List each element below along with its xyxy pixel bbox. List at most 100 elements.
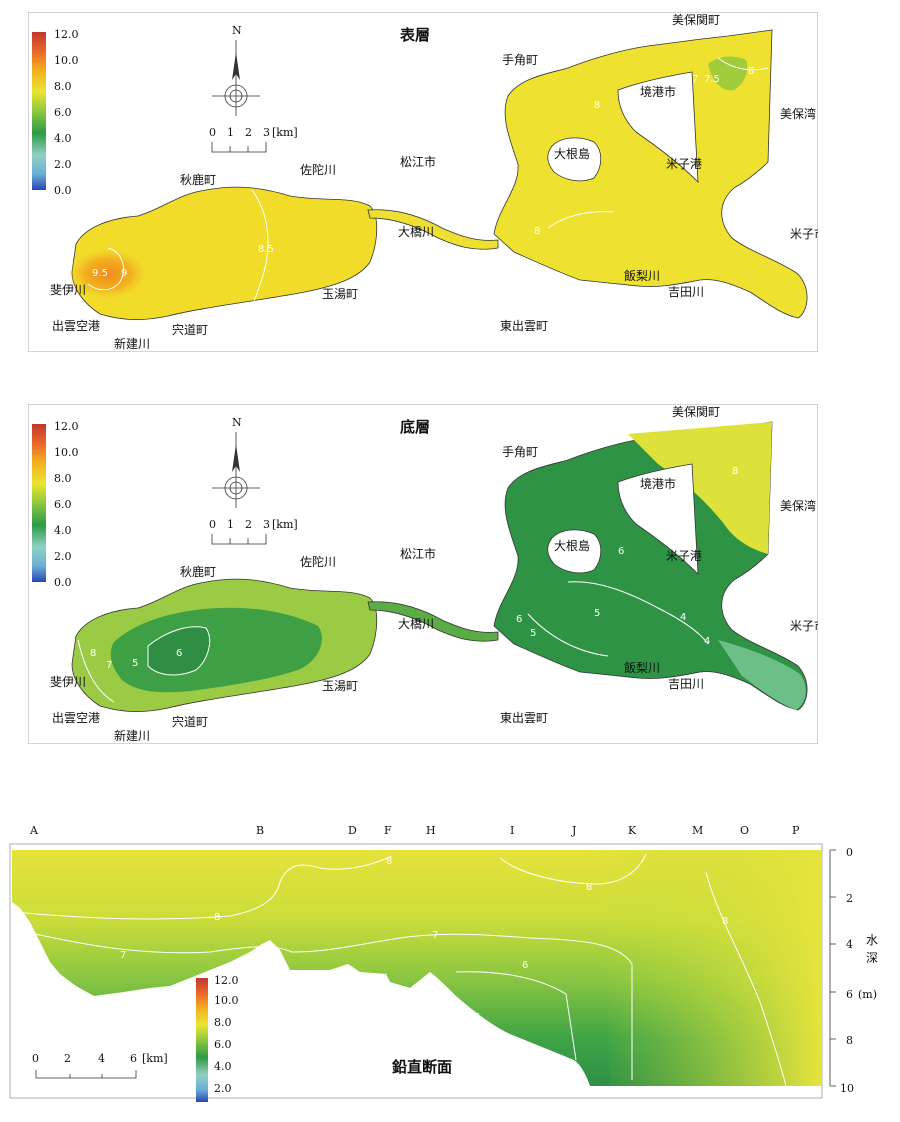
north-arrow-icon: N (212, 24, 260, 116)
contour-label: 7 (120, 950, 126, 961)
contour-label: 5 (132, 658, 138, 669)
map-title: 表層 (400, 26, 430, 44)
contour-line (705, 871, 787, 1087)
surface-map-panel: 12.0 10.0 8.0 6.0 4.0 2.0 0.0 N 0 1 2 3 … (27, 11, 826, 353)
contour-label: 8 (90, 648, 96, 659)
depth-tick: 4 (846, 938, 853, 951)
sea-area (628, 422, 772, 554)
depth-tick: 2 (846, 892, 853, 905)
vertical-section: A B D F H I J K M O P 8 8 8 7 7 6 5 8 0 … (9, 824, 878, 1102)
contour-label: 4 (704, 636, 710, 647)
svg-text:0: 0 (209, 518, 216, 531)
legend-tick: 10.0 (54, 54, 79, 67)
place-label: 東出雲町 (500, 711, 548, 725)
svg-text:N: N (232, 24, 242, 37)
contour-label: 8 (534, 226, 540, 237)
contour-label: 9 (121, 268, 127, 279)
place-label: 東出雲町 (500, 319, 548, 333)
place-label: 大根島 (554, 146, 590, 161)
legend-tick: 6.0 (54, 498, 72, 511)
legend-tick: 10.0 (54, 446, 79, 459)
place-label: 飯梨川 (624, 268, 660, 283)
cool-area (708, 56, 748, 91)
station-label: P (792, 824, 800, 837)
legend-tick: 6.0 (214, 1038, 232, 1051)
place-label: 斐伊川 (50, 675, 86, 689)
place-label: 佐陀川 (300, 554, 336, 569)
svg-text:1: 1 (227, 126, 234, 139)
place-label: 美保関町 (672, 405, 720, 419)
contour-label: 4 (680, 612, 686, 623)
sea-gradient (600, 850, 822, 1086)
station-label: K (628, 824, 637, 837)
legend-tick: 12.0 (54, 420, 79, 433)
station-label: B (256, 824, 264, 837)
depth-unit: (m) (858, 988, 877, 1001)
place-label: 新建川 (114, 336, 150, 351)
place-label: 米子市 (790, 618, 818, 633)
surface-map: 12.0 10.0 8.0 6.0 4.0 2.0 0.0 N 0 1 2 3 … (27, 11, 826, 353)
station-label: A (29, 824, 39, 837)
legend-tick: 12.0 (214, 974, 239, 987)
ohashi-river (367, 601, 499, 642)
place-label: 吉田川 (668, 285, 704, 299)
place-label: 新建川 (114, 728, 150, 743)
station-label: I (510, 824, 514, 837)
place-label: 境港市 (640, 476, 676, 491)
station-label: H (426, 824, 436, 837)
depth-label: 深 (866, 951, 878, 965)
place-label: 宍道町 (172, 322, 208, 337)
section-title: 鉛直断面 (392, 1058, 452, 1076)
place-label: 松江市 (400, 546, 436, 561)
place-label: 美保関町 (672, 13, 720, 27)
legend-tick: 8.0 (54, 472, 72, 485)
place-label: 秋鹿町 (180, 564, 216, 579)
place-label: 松江市 (400, 154, 436, 169)
legend-tick: 12.0 (54, 28, 79, 41)
svg-text:3: 3 (263, 126, 270, 139)
contour-label: 8 (214, 912, 220, 923)
svg-text:2: 2 (245, 518, 252, 531)
place-label: 玉湯町 (322, 287, 358, 301)
depth-tick: 0 (846, 846, 853, 859)
svg-text:1: 1 (227, 518, 234, 531)
legend-tick: 4.0 (214, 1060, 232, 1073)
svg-text:[km]: [km] (142, 1052, 168, 1065)
place-label: 大根島 (554, 538, 590, 553)
contour-label: 8 (732, 466, 738, 477)
svg-text:[km]: [km] (272, 518, 298, 531)
place-label: 美保湾 (780, 106, 816, 121)
legend-tick: 0.0 (54, 576, 72, 589)
place-label: 手角町 (502, 445, 538, 459)
contour-label: 8 (722, 916, 728, 927)
yumigahama-land (617, 463, 699, 576)
contour-label: 8.5 (258, 244, 274, 255)
station-label: D (348, 824, 357, 837)
legend-tick: 8.0 (54, 80, 72, 93)
legend-tick: 8.0 (214, 1016, 232, 1029)
map-title: 底層 (400, 418, 430, 436)
contour-line (455, 971, 577, 1061)
place-label: 飯梨川 (624, 660, 660, 675)
contour-label: 7 (106, 660, 112, 671)
place-label: 宍道町 (172, 714, 208, 729)
legend-tick: 2.0 (54, 550, 72, 563)
legend-bar (32, 32, 46, 190)
place-label: 境港市 (640, 84, 676, 99)
svg-text:2: 2 (245, 126, 252, 139)
place-label: 秋鹿町 (180, 172, 216, 187)
svg-text:3: 3 (263, 518, 270, 531)
contour-line (25, 931, 633, 1080)
place-label: 佐陀川 (300, 162, 336, 177)
contour-label: 7 (692, 74, 698, 85)
contour-label: 5 (594, 608, 600, 619)
depth-label: 水 (866, 933, 878, 947)
place-label: 大橋川 (398, 617, 434, 631)
contour-label: 9.5 (92, 268, 108, 279)
place-label: 手角町 (502, 53, 538, 67)
legend-bar (196, 978, 208, 1102)
place-label: 大橋川 (398, 225, 434, 239)
contour-label: 7.5 (704, 74, 720, 85)
contour-line (13, 855, 393, 920)
bottom-map-panel: 12.0 10.0 8.0 6.0 4.0 2.0 0.0 N 0 1 2 3 … (27, 403, 826, 745)
